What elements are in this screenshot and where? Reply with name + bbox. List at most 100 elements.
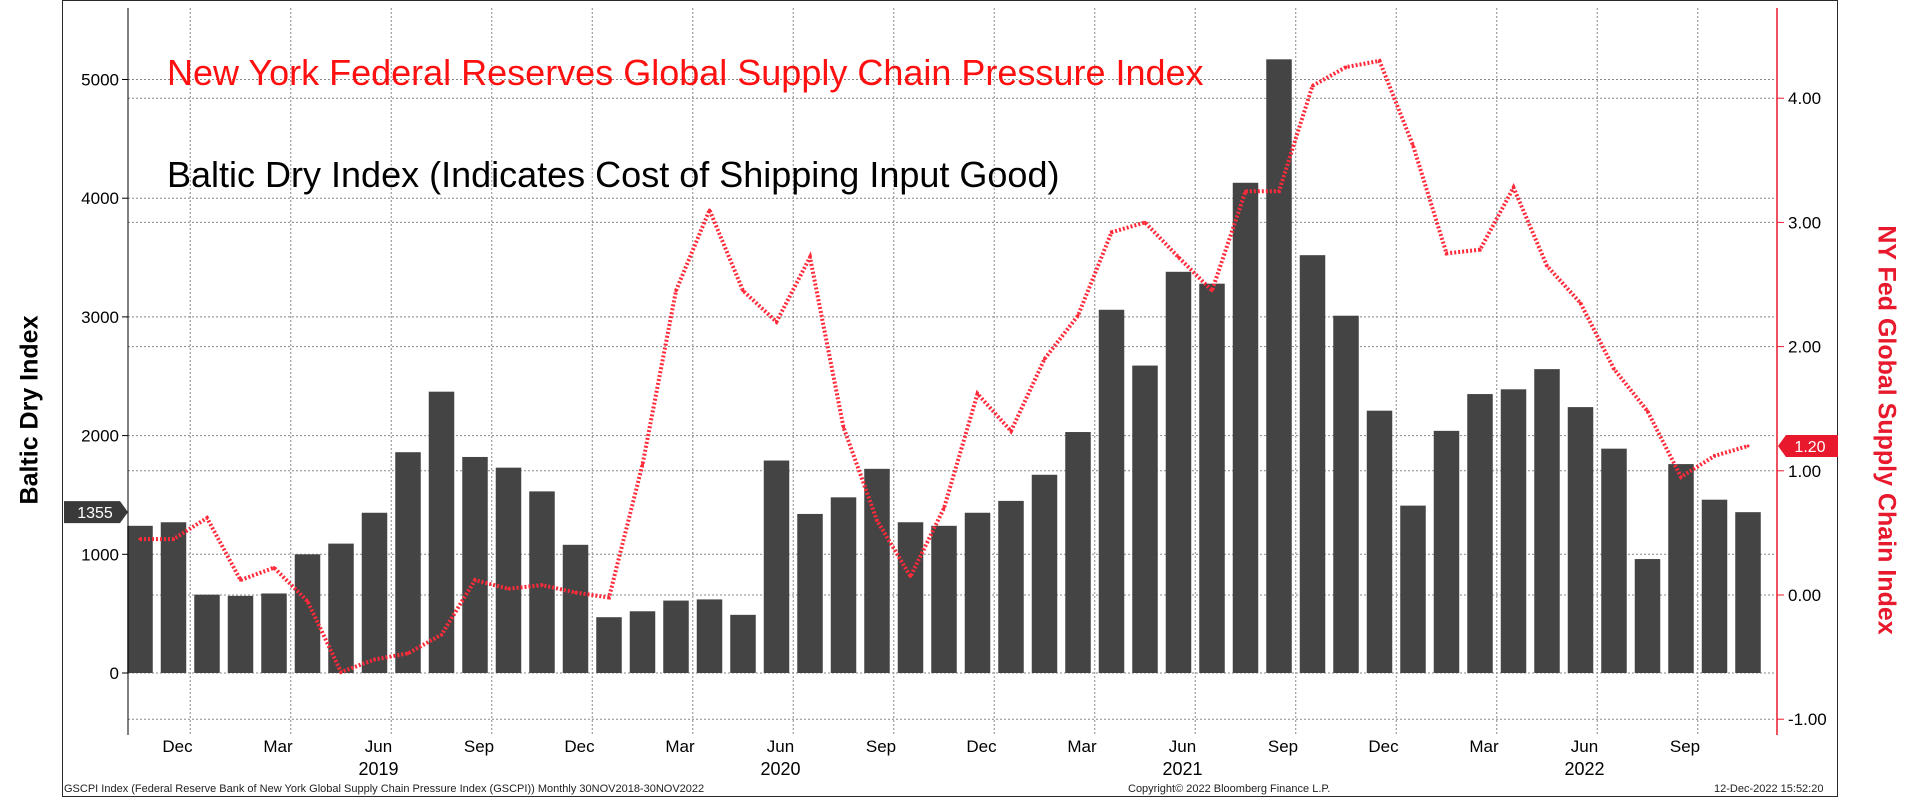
gscpi-point xyxy=(1545,264,1549,268)
x-tick-label: Dec xyxy=(1368,737,1399,756)
gscpi-point xyxy=(976,392,979,396)
year-label: 2020 xyxy=(760,759,800,779)
bdi-bar xyxy=(830,497,857,673)
left-axis-label: Baltic Dry Index xyxy=(15,315,44,505)
gscpi-point xyxy=(1110,230,1113,234)
gscpi-point xyxy=(306,599,309,603)
bdi-title: Baltic Dry Index (Indicates Cost of Ship… xyxy=(167,154,1060,195)
right-tick-label: 0.00 xyxy=(1788,586,1821,605)
gscpi-point xyxy=(1411,143,1415,147)
x-tick-label: Jun xyxy=(767,737,794,756)
bdi-bar xyxy=(395,452,421,673)
bdi-bar xyxy=(294,554,321,673)
x-tick-label: Sep xyxy=(866,737,896,756)
year-label: 2019 xyxy=(358,759,398,779)
footer-copyright: Copyright© 2022 Bloomberg Finance L.P. xyxy=(1128,783,1331,795)
bdi-bar xyxy=(1366,410,1393,673)
last-value-tag-left xyxy=(64,501,128,524)
left-tick-label: 3000 xyxy=(81,308,119,327)
gscpi-point xyxy=(1244,189,1247,193)
gscpi-point xyxy=(1043,357,1046,361)
gscpi-point xyxy=(574,591,577,595)
gscpi-point xyxy=(1143,220,1147,224)
gscpi-point xyxy=(842,425,845,429)
axes: 0 1000 2000 3000 4000 5000 -1.00 0.00 1.00 2.00 3.… xyxy=(64,8,1838,779)
left-tick-label: 2000 xyxy=(81,427,119,446)
x-tick-label: Mar xyxy=(665,737,695,756)
left-tick-label: 1000 xyxy=(81,545,119,564)
year-label: 2021 xyxy=(1162,759,1202,779)
x-tick-label: Sep xyxy=(1268,737,1298,756)
left-axis-label-container: Baltic Dry Index xyxy=(12,300,48,520)
right-axis-label: NY Fed Global Supply Chain Index xyxy=(1872,225,1901,635)
x-tick-label: Sep xyxy=(464,737,494,756)
bdi-bar xyxy=(763,460,790,673)
bdi-bar xyxy=(1299,255,1326,673)
x-tick-label: Jun xyxy=(1571,737,1598,756)
x-tick-label: Jun xyxy=(365,737,392,756)
x-tick-label: Mar xyxy=(1469,737,1499,756)
bdi-bar xyxy=(1266,59,1292,674)
gscpi-point xyxy=(942,506,946,510)
bdi-bar xyxy=(1433,430,1460,673)
bdi-bars xyxy=(127,59,1761,674)
gscpi-point xyxy=(1713,454,1716,458)
gscpi-point xyxy=(1076,314,1080,318)
gscpi-title: New York Federal Reserves Global Supply … xyxy=(167,52,1204,93)
gscpi-point xyxy=(1378,59,1381,63)
gscpi-point xyxy=(1746,444,1750,448)
gscpi-point xyxy=(875,518,879,522)
gscpi-point xyxy=(909,574,912,578)
bdi-bar xyxy=(261,593,287,673)
gscpi-point xyxy=(1512,186,1515,190)
bdi-bar xyxy=(328,543,354,673)
bdi-bar xyxy=(462,456,488,673)
gscpi-point xyxy=(406,651,410,655)
gscpi-point xyxy=(339,670,343,674)
gscpi-line xyxy=(138,58,1750,675)
bdi-bar xyxy=(897,522,924,673)
gscpi-point xyxy=(138,537,142,541)
bdi-bar xyxy=(596,617,622,673)
x-tick-label: Sep xyxy=(1670,737,1700,756)
bdi-bar xyxy=(797,513,823,673)
x-tick-label: Dec xyxy=(966,737,997,756)
x-tick-label: Mar xyxy=(1067,737,1097,756)
bdi-bar xyxy=(562,544,589,673)
gscpi-point xyxy=(808,255,812,259)
gscpi-point xyxy=(1478,248,1482,252)
bdi-bar xyxy=(1735,512,1761,673)
chart-frame xyxy=(62,0,1838,797)
bdi-bar xyxy=(529,491,555,673)
gscpi-point xyxy=(708,208,711,212)
year-label: 2022 xyxy=(1564,759,1604,779)
bdi-bar xyxy=(227,595,254,673)
gridlines xyxy=(128,8,1776,735)
gscpi-point xyxy=(1612,367,1616,371)
right-tick-label: -1.00 xyxy=(1788,710,1827,729)
gscpi-point xyxy=(1679,475,1683,479)
x-tick-label: Jun xyxy=(1169,737,1196,756)
gscpi-point xyxy=(473,578,477,582)
gscpi-point xyxy=(1646,409,1649,413)
x-tick-label: Mar xyxy=(263,737,293,756)
gscpi-point xyxy=(1210,289,1214,293)
gscpi-point xyxy=(1311,84,1314,88)
bdi-bar xyxy=(1333,315,1359,673)
bdi-bar xyxy=(1199,283,1225,673)
bdi-bar xyxy=(663,600,689,673)
footer-timestamp: 12-Dec-2022 15:52:20 xyxy=(1714,783,1824,795)
bdi-bar xyxy=(1634,559,1661,673)
bdi-bar xyxy=(1467,394,1493,673)
gscpi-point xyxy=(741,289,745,293)
x-tick-label: Dec xyxy=(162,737,193,756)
bdi-bar xyxy=(1098,309,1125,673)
bdi-bar xyxy=(495,467,522,673)
left-tick-label: 0 xyxy=(110,664,119,683)
bdi-bar xyxy=(1065,432,1091,673)
gscpi-point xyxy=(674,289,678,293)
gscpi-point xyxy=(540,583,544,587)
gscpi-point xyxy=(1445,251,1448,255)
gscpi-point xyxy=(1344,65,1348,69)
